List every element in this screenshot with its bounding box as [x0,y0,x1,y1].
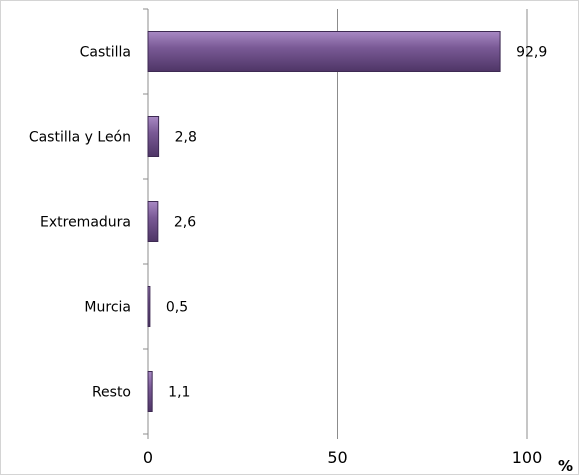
bar [147,286,151,327]
category-label: Resto [92,385,131,401]
bars [147,31,501,412]
bar [147,31,501,72]
data-label: 92,9 [516,45,547,61]
bar [147,201,159,242]
labels: 0 50 100 Castilla 92,9 Castilla y León 2,8 Extr… [29,45,547,468]
x-tick-label: 50 [327,448,347,467]
data-label: 2,8 [175,130,197,146]
x-tick-label: 0 [143,448,153,467]
category-label: Castilla y León [29,130,131,146]
category-label: Murcia [84,300,131,316]
gridlines [337,9,528,434]
bar [147,116,160,157]
category-label: Castilla [80,45,131,61]
data-label: 1,1 [168,385,190,401]
category-label: Extremadura [40,215,131,231]
bar [147,371,153,412]
x-axis-unit-label: % [558,457,573,475]
data-label: 0,5 [166,300,188,316]
data-label: 2,6 [174,215,196,231]
x-tick-label: 100 [512,448,543,467]
axes [143,8,528,439]
